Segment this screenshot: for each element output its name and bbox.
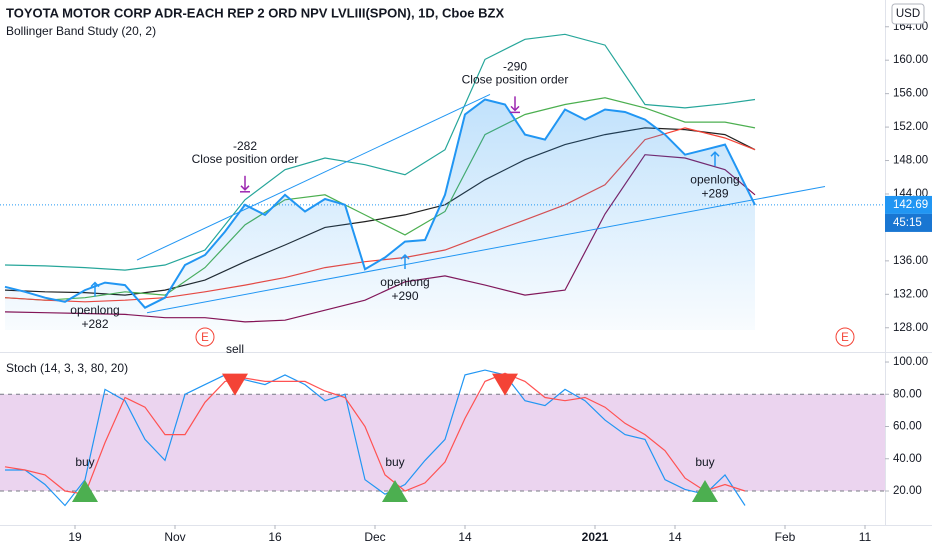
series-line [5,369,746,507]
buy-marker [382,479,408,502]
earnings-label: E [841,332,849,344]
y-tick-label: 100.00 [893,356,928,368]
series-line [4,98,756,309]
signal-label: +282 [81,317,108,331]
y-tick-label: 136.00 [893,255,928,267]
sell-marker [222,373,248,396]
y-tick-label: 20.00 [893,485,922,497]
y-tick-label: 128.00 [893,322,928,334]
signal-arrow-head [510,105,520,112]
signal-label: +289 [701,186,728,200]
x-tick-label: 11 [859,530,872,544]
chart-title: TOYOTA MOTOR CORP ADR-EACH REP 2 ORD NPV… [6,5,504,20]
signal-label: openlong [690,172,739,186]
signal-arrow-head [400,253,410,260]
countdown-box [885,213,932,232]
signal-label: Close position order [192,152,299,166]
signal-label: Close position order [462,73,569,87]
marker-label: buy [75,455,94,469]
stoch-title: Stoch (14, 3, 3, 80, 20) [6,361,128,375]
x-tick-label: 19 [68,530,82,544]
y-tick-label: 40.00 [893,453,922,465]
study-title: Bollinger Band Study (20, 2) [6,24,156,38]
series-line [4,372,746,495]
stoch-pane: buy buy buy [0,369,885,507]
marker-label: buy [695,455,714,469]
trendline [146,185,826,314]
buy-marker [692,479,718,502]
x-tick-label: Dec [364,530,385,544]
earnings-marker [835,327,855,347]
sell-marker [492,373,518,396]
signal-arrow-head [240,185,250,191]
signal-label: -282 [233,139,257,153]
y-tick-label: 156.00 [893,88,928,100]
signal-arrow-head [710,151,720,157]
y-tick-label: 160.00 [893,54,928,66]
x-tick-label: Nov [164,530,185,544]
x-tick-label: 14 [458,530,472,544]
signal-label: openlong [70,303,119,317]
signal-label: openlong [380,275,429,289]
y-tick-label: 80.00 [893,388,922,400]
y-tick-label: 132.00 [893,288,928,300]
signal-label: -290 [503,60,527,74]
x-tick-label: 2021 [582,530,609,544]
last-price-label: 142.69 [893,199,928,211]
signal-arrow-head [90,281,100,288]
x-tick-label: 14 [668,530,682,544]
x-tick-label: 16 [268,530,282,544]
axes: 128.00132.00136.00140.00144.00148.00152.… [68,21,932,544]
x-tick-label: Feb [775,530,796,544]
y-tick-label: 148.00 [893,155,928,167]
marker-label: buy [385,455,404,469]
y-tick-label: 60.00 [893,421,922,433]
countdown-label: 45:15 [893,217,922,229]
buy-marker [72,479,98,502]
earnings-label: E [201,332,209,344]
currency-box[interactable] [891,3,925,25]
marker-label: sell [226,342,244,356]
earnings-marker [195,327,215,347]
last-price-box [885,195,932,214]
price-area [5,99,755,330]
trendline [136,94,491,261]
signal-label: +290 [391,289,418,303]
y-tick-label: 152.00 [893,121,928,133]
series-line [4,33,756,271]
currency: USD [896,8,920,20]
